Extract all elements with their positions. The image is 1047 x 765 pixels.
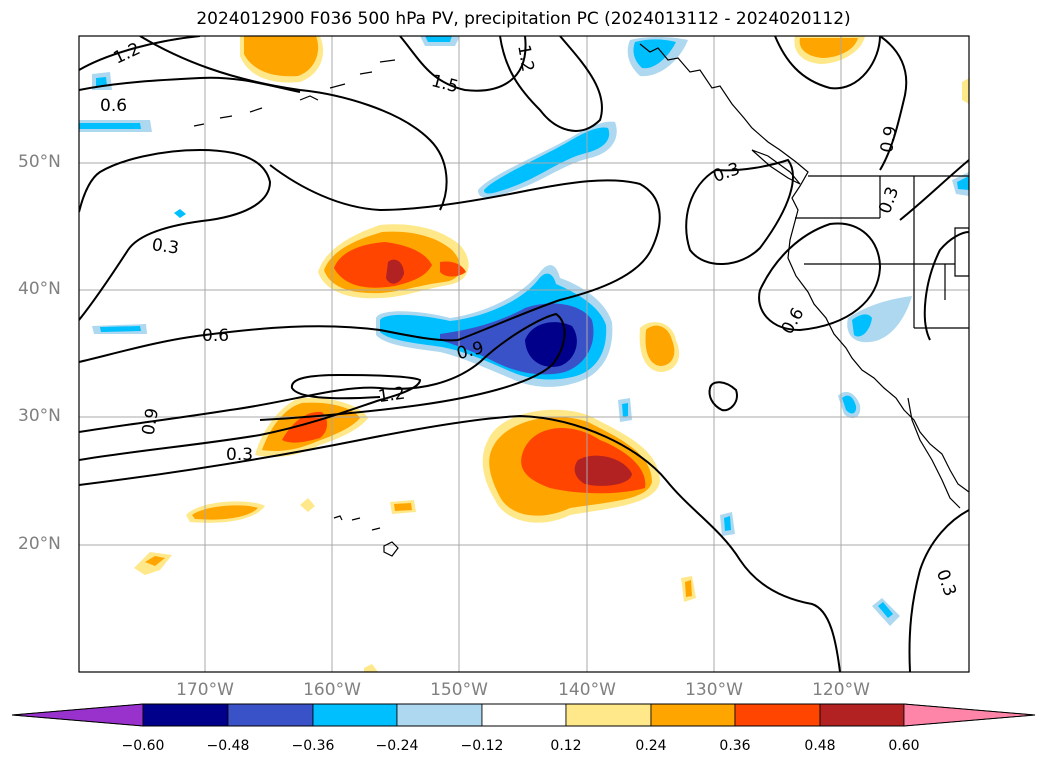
colorbar-tick-label: −0.48 — [206, 738, 250, 754]
precip-negative-area — [96, 77, 107, 86]
colorbar-tick-label: −0.24 — [375, 738, 419, 754]
colorbar-segment — [734, 703, 821, 727]
north-america-coastline — [639, 43, 969, 493]
precip-positive-area — [645, 325, 675, 366]
precip-positive-area — [386, 259, 404, 284]
longitude-label: 150°W — [430, 680, 488, 700]
latitude-label: 40°N — [18, 279, 61, 299]
longitude-label: 130°W — [685, 680, 743, 700]
colorbar-extend-high — [903, 703, 1036, 727]
colorbar-tick-label: 0.12 — [550, 738, 582, 754]
colorbar-segment — [396, 703, 483, 727]
precip-negative-area — [852, 314, 872, 337]
pv-contour-label: 0.9 — [877, 124, 901, 154]
precip-positive-area — [145, 556, 165, 566]
pv-contour-0.3 — [79, 148, 272, 321]
colorbar-segment — [227, 703, 314, 727]
alaska-islands — [193, 59, 396, 127]
map-plot-area: 1.2 0.6 1.5 1.2 0.3 0.6 0.9 1.2 0.3 0.9 … — [79, 36, 969, 672]
baja-california-coastline — [907, 397, 961, 509]
precip-negative-area — [79, 123, 141, 129]
precip-positive-area — [685, 580, 692, 597]
colorbar-tick-label: −0.36 — [291, 738, 335, 754]
pv-contour-label: 1.5 — [429, 71, 460, 97]
precip-positive-area — [282, 411, 328, 443]
precip-negative-area — [425, 36, 452, 42]
colorbar-tick-label: 0.48 — [804, 738, 836, 754]
precip-positive-area — [192, 505, 258, 520]
colorbar-segment — [650, 703, 736, 727]
colorbar-tick-label: −0.60 — [121, 738, 165, 754]
pv-contour-0.6-east — [758, 222, 882, 332]
precip-negative-area — [878, 602, 893, 618]
precip-negative-area — [957, 176, 969, 190]
pv-contour-0.3-south — [79, 414, 841, 672]
pv-contour-label: 0.6 — [100, 96, 127, 116]
precip-positive-area — [394, 503, 412, 511]
precip-positive-area — [244, 36, 319, 77]
pv-contour-label: 0.6 — [778, 304, 809, 337]
pv-contour-0.6 — [79, 164, 661, 363]
pv-contour-label: 0.3 — [226, 445, 253, 465]
precip-negative-area — [174, 209, 186, 218]
precip-negative-area — [484, 127, 610, 194]
map-frame — [78, 35, 970, 673]
colorbar-tick-label: −0.12 — [460, 738, 504, 754]
colorbar-segment — [565, 703, 652, 727]
colorbar-segment — [819, 703, 905, 727]
map-title: 2024012900 F036 500 hPa PV, precipitatio… — [196, 9, 851, 29]
hawaii-islands — [333, 515, 399, 557]
longitude-label: 170°W — [176, 680, 234, 700]
pv-contour-1.5 — [399, 36, 527, 92]
latitude-label: 50°N — [18, 152, 61, 172]
precip-positive-area — [574, 455, 632, 486]
graticule — [79, 36, 969, 672]
colorbar-tick-label: 0.36 — [719, 738, 751, 754]
colorbar — [11, 703, 1036, 727]
pv-contour-label: 0.6 — [202, 326, 229, 346]
longitude-label: 120°W — [812, 680, 870, 700]
pv-contour-0.9 — [79, 312, 566, 433]
pv-contour-small — [708, 381, 738, 412]
longitude-label: 160°W — [303, 680, 361, 700]
colorbar-segment — [312, 703, 398, 727]
precip-negative-area — [100, 326, 141, 332]
pv-contour-0.3-east — [685, 158, 794, 265]
pv-contour-label: 1.2 — [377, 384, 407, 408]
colorbar-segment — [481, 703, 567, 727]
precip-positive-area — [962, 78, 969, 104]
colorbar-tick-label: 0.60 — [888, 738, 920, 754]
pv-contour-label: 0.3 — [151, 235, 181, 259]
colorbar-tick-label: 0.24 — [635, 738, 667, 754]
precip-shading — [79, 36, 969, 672]
pv-contour-label: 1.2 — [513, 43, 537, 73]
precip-positive-area — [364, 664, 378, 672]
pv-contour-label: 0.3 — [932, 567, 960, 599]
precip-positive-area — [334, 242, 432, 288]
pv-contour-label: 0.9 — [139, 407, 163, 437]
colorbar-extend-low — [11, 703, 144, 727]
pv-contours — [79, 36, 969, 672]
pv-contour-0.3-se — [908, 509, 969, 672]
precip-negative-area — [622, 403, 628, 417]
colorbar-segment — [142, 703, 229, 727]
pv-contour-0.9-east — [879, 36, 969, 341]
precip-negative-area — [724, 516, 731, 531]
pv-contour-1.2 — [79, 373, 422, 461]
precip-negative-area — [842, 395, 857, 414]
pv-contour-0.3-east-top — [774, 36, 969, 221]
pv-contour-0.9-north — [139, 36, 448, 211]
precip-positive-area — [799, 38, 858, 58]
latitude-label: 20°N — [18, 534, 61, 554]
longitude-label: 140°W — [558, 680, 616, 700]
pv-contour-1.2-north — [79, 36, 603, 132]
latitude-label: 30°N — [18, 406, 61, 426]
precip-positive-area — [300, 498, 315, 512]
